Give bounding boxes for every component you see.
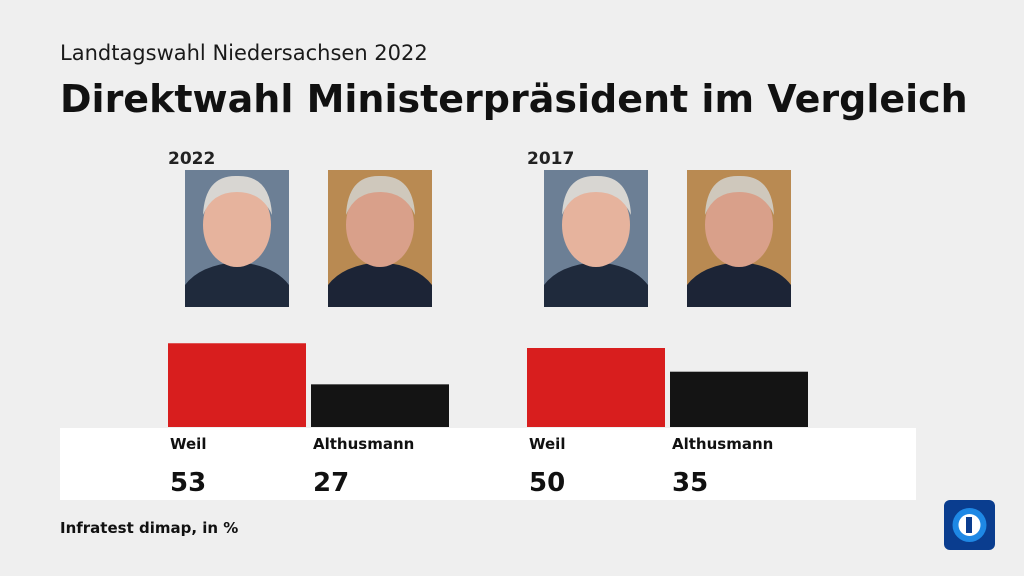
source: Infratest dimap, in % [60,519,238,537]
bar [168,343,306,427]
value-label: 50 [529,468,565,498]
category-label: Weil [529,435,565,453]
category-label: Weil [170,435,206,453]
value-label: 53 [170,468,206,498]
bar [527,348,665,427]
portrait [544,170,648,307]
category-label: Althusmann [672,435,773,453]
label-panel [60,428,916,500]
category-label: Althusmann [313,435,414,453]
group-title: 2017 [527,149,574,169]
value-label: 27 [313,468,349,498]
chart-subtitle: Landtagswahl Niedersachsen 2022 [60,41,428,65]
portrait [328,170,432,307]
bar [670,371,808,427]
bar [311,384,449,427]
value-label: 35 [672,468,708,498]
portraits [185,170,791,307]
logo [944,500,995,550]
portrait [687,170,791,307]
portrait [185,170,289,307]
group-title: 2022 [168,149,215,169]
chart-title: Direktwahl Ministerpräsident im Vergleic… [60,77,968,121]
